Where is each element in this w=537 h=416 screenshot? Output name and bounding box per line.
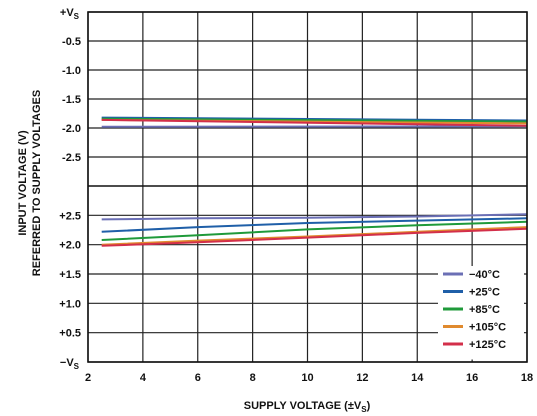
series-line-lower <box>101 220 528 241</box>
series-line-upper <box>101 116 528 122</box>
grid <box>87 11 528 363</box>
series-line-lower <box>101 227 528 247</box>
y-axis-title-line2: REFERRED TO SUPPLY VOLTAGES <box>31 90 43 276</box>
x-tick-label: 18 <box>521 372 533 384</box>
axes: 2 4 6 8 10 12 14 16 18 +VS -0.5 -1.0 -1.5 -2.0 -2.5 +2.… <box>59 7 533 384</box>
x-tick-label: 14 <box>411 372 424 384</box>
upper-y-tick-label: -1.0 <box>62 65 81 77</box>
legend: −40°C +25°C +85°C +105°C +125°C <box>438 266 524 360</box>
upper-y-tick-label: -2.0 <box>62 123 81 135</box>
x-tick-label: 8 <box>250 372 256 384</box>
legend-label: −40°C <box>469 269 500 281</box>
upper-y-tick-label: +VS <box>60 7 80 21</box>
lower-y-tick-label: +2.0 <box>59 240 81 252</box>
series-line-lower <box>101 217 528 233</box>
lower-y-tick-label: −VS <box>60 357 80 371</box>
lower-y-tick-label: +1.0 <box>59 298 81 310</box>
series-line-lower <box>101 226 528 246</box>
lower-y-tick-label: +2.5 <box>59 210 81 222</box>
legend-label: +125°C <box>469 339 506 351</box>
plot-frame <box>87 11 528 363</box>
x-tick-label: 16 <box>466 372 478 384</box>
x-tick-label: 10 <box>301 372 313 384</box>
lower-y-tick-label: +1.5 <box>59 269 81 281</box>
legend-label: +25°C <box>469 287 500 299</box>
x-tick-label: 6 <box>195 372 201 384</box>
legend-label: +85°C <box>469 304 500 316</box>
x-axis-title: SUPPLY VOLTAGE (±VS) <box>244 400 371 414</box>
series-line-upper <box>101 117 528 123</box>
series-line-upper <box>101 125 528 128</box>
x-tick-label: 4 <box>140 372 147 384</box>
x-tick-label: 12 <box>356 372 368 384</box>
x-tick-label: 2 <box>85 372 91 384</box>
series-lines <box>101 116 528 247</box>
upper-y-tick-label: -1.5 <box>62 94 81 106</box>
series-line-lower <box>101 213 528 221</box>
lower-y-tick-label: +0.5 <box>59 328 81 340</box>
upper-y-tick-label: -2.5 <box>62 152 81 164</box>
x-axis-title-main: SUPPLY VOLTAGE (±V <box>244 400 362 412</box>
series-line-upper <box>101 118 528 127</box>
upper-y-tick-label: -0.5 <box>62 36 81 48</box>
legend-label: +105°C <box>469 322 506 334</box>
x-axis-title-close: ) <box>367 400 371 412</box>
y-axis-title-line1: INPUT VOLTAGE (V) <box>17 130 29 236</box>
x-axis-title-sub: S <box>361 405 367 414</box>
